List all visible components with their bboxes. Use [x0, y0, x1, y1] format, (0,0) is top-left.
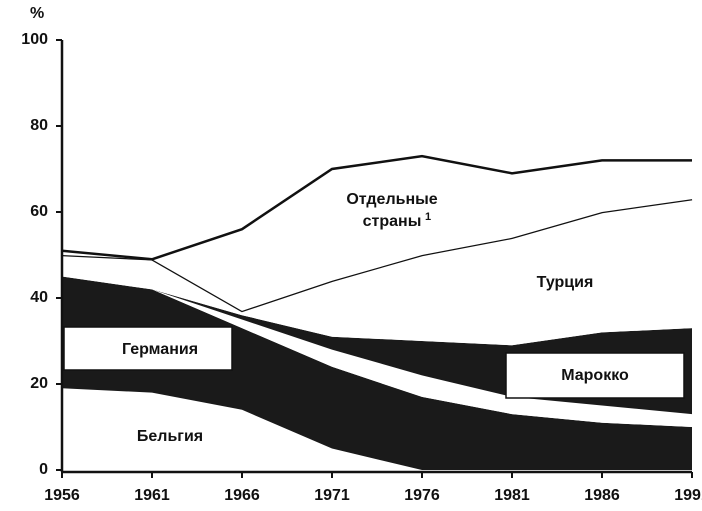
x-tick-label: 1961 — [134, 487, 170, 504]
x-tick-label: 1976 — [404, 487, 440, 504]
label-box — [63, 326, 233, 371]
series-label: Бельгия — [137, 428, 203, 445]
x-tick-label: 1956 — [44, 487, 80, 504]
series-label: Турция — [537, 274, 594, 291]
x-tick-label: 1991 — [674, 487, 702, 504]
y-axis-label: % — [30, 5, 44, 22]
y-tick-label: 80 — [30, 117, 48, 134]
boundary-line — [61, 154, 692, 261]
area — [62, 276, 692, 470]
y-tick-label: 0 — [39, 461, 48, 478]
area — [62, 199, 692, 346]
y-tick-label: 40 — [30, 289, 48, 306]
x-tick-label: 1981 — [494, 487, 530, 504]
area — [62, 276, 692, 427]
x-tick-label: 1986 — [584, 487, 620, 504]
area — [62, 388, 692, 470]
area — [62, 156, 692, 311]
footnote-mark: 1 — [425, 211, 431, 223]
series-label: Марокко — [561, 367, 629, 384]
y-tick-label: 100 — [21, 31, 48, 48]
label-line: страны — [363, 213, 422, 230]
series-label: Германия — [122, 341, 198, 358]
y-tick-label: 20 — [30, 375, 48, 392]
label-box — [505, 352, 685, 399]
label-line: Отдельные — [346, 191, 437, 208]
x-tick-label: 1966 — [224, 487, 260, 504]
x-tick-label: 1971 — [314, 487, 350, 504]
series-label: Отдельные страны — [346, 191, 437, 230]
y-tick-label: 60 — [30, 203, 48, 220]
